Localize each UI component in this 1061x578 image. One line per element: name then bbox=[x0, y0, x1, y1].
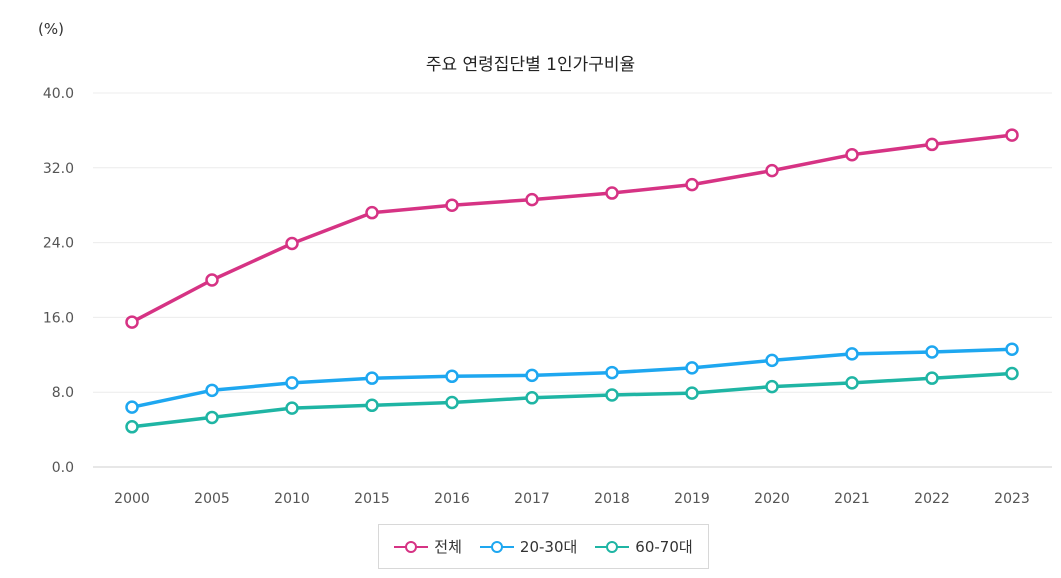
data-point[interactable] bbox=[205, 273, 219, 287]
y-tick-label: 32.0 bbox=[43, 161, 74, 177]
data-point[interactable] bbox=[765, 353, 779, 368]
x-axis-ticks: 2000 2005 2010 2015 2016 2017 2018 2019 2020 2021… bbox=[114, 491, 1030, 507]
data-point[interactable] bbox=[365, 205, 379, 220]
x-tick-label: 2016 bbox=[434, 491, 470, 507]
data-point[interactable] bbox=[125, 420, 139, 434]
x-tick-label: 2022 bbox=[914, 491, 950, 507]
x-tick-label: 2020 bbox=[754, 491, 790, 507]
data-point[interactable] bbox=[685, 361, 699, 375]
data-point[interactable] bbox=[765, 379, 779, 394]
series-lines bbox=[131, 133, 1013, 429]
x-tick-label: 2021 bbox=[834, 491, 870, 507]
data-point[interactable] bbox=[285, 236, 299, 251]
legend-marker-icon bbox=[394, 540, 429, 553]
legend-label: 전체 bbox=[434, 538, 462, 556]
data-point[interactable] bbox=[205, 410, 219, 425]
data-point[interactable] bbox=[445, 369, 459, 384]
legend: 전체 20-30대 60-70대 bbox=[378, 524, 709, 569]
data-point[interactable] bbox=[285, 376, 299, 390]
legend-marker-icon bbox=[595, 540, 630, 553]
data-point[interactable] bbox=[845, 347, 859, 361]
data-point[interactable] bbox=[1005, 366, 1019, 381]
data-point[interactable] bbox=[125, 400, 139, 414]
chart-title: 주요 연령집단별 1인가구비율 bbox=[425, 55, 636, 75]
data-point[interactable] bbox=[525, 192, 539, 207]
x-tick-label: 2018 bbox=[594, 491, 630, 507]
data-point[interactable] bbox=[685, 386, 699, 400]
data-point[interactable] bbox=[925, 345, 939, 359]
data-point[interactable] bbox=[605, 365, 619, 380]
x-tick-label: 2000 bbox=[114, 491, 150, 507]
data-point[interactable] bbox=[1005, 128, 1019, 142]
data-point[interactable] bbox=[765, 163, 779, 178]
y-tick-label: 24.0 bbox=[43, 236, 74, 252]
y-axis-ticks: 0.0 8.0 16.0 24.0 32.0 40.0 bbox=[43, 86, 74, 476]
data-point[interactable] bbox=[605, 186, 619, 200]
data-point[interactable] bbox=[365, 371, 379, 385]
x-tick-label: 2019 bbox=[674, 491, 710, 507]
data-point[interactable] bbox=[205, 383, 219, 398]
grid-lines bbox=[93, 92, 1052, 468]
data-point[interactable] bbox=[925, 137, 939, 152]
data-point[interactable] bbox=[845, 376, 859, 390]
series-points bbox=[125, 128, 1019, 434]
data-point[interactable] bbox=[1005, 342, 1019, 356]
y-tick-label: 16.0 bbox=[43, 310, 74, 326]
y-tick-label: 0.0 bbox=[52, 460, 74, 476]
x-tick-label: 2017 bbox=[514, 491, 550, 507]
series-line bbox=[131, 371, 1013, 429]
data-point[interactable] bbox=[365, 398, 379, 413]
legend-label: 60-70대 bbox=[635, 538, 693, 556]
x-tick-label: 2023 bbox=[994, 491, 1030, 507]
data-point[interactable] bbox=[445, 395, 459, 410]
legend-label: 20-30대 bbox=[519, 538, 578, 556]
y-tick-label: 8.0 bbox=[52, 385, 74, 401]
legend-marker-icon bbox=[479, 540, 514, 553]
data-point[interactable] bbox=[525, 391, 539, 405]
data-point[interactable] bbox=[445, 198, 459, 212]
data-point[interactable] bbox=[525, 368, 539, 383]
data-point[interactable] bbox=[285, 401, 299, 415]
y-tick-label: 40.0 bbox=[43, 86, 74, 102]
series-line bbox=[131, 347, 1013, 409]
x-tick-label: 2010 bbox=[274, 491, 310, 507]
data-point[interactable] bbox=[605, 388, 619, 402]
data-point[interactable] bbox=[925, 371, 939, 385]
legend-item[interactable]: 20-30대 bbox=[479, 536, 578, 557]
legend-item[interactable]: 60-70대 bbox=[595, 536, 693, 557]
x-tick-label: 2015 bbox=[354, 491, 390, 507]
x-tick-label: 2005 bbox=[194, 491, 230, 507]
y-unit-label: (%) bbox=[38, 20, 64, 38]
data-point[interactable] bbox=[125, 315, 139, 329]
series-line bbox=[131, 133, 1013, 324]
data-point[interactable] bbox=[685, 177, 699, 192]
legend-item[interactable]: 전체 bbox=[394, 536, 462, 557]
data-point[interactable] bbox=[845, 147, 859, 162]
